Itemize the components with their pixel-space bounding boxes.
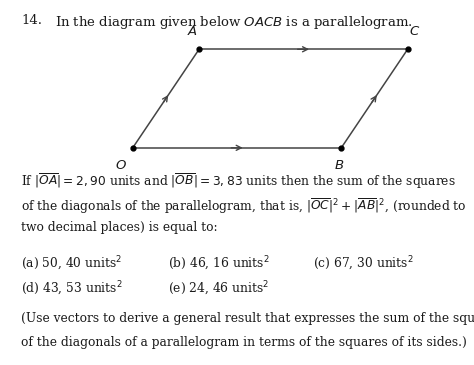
- Text: (Use vectors to derive a general result that expresses the sum of the squares: (Use vectors to derive a general result …: [21, 312, 474, 325]
- Text: of the diagonals of a parallelogram in terms of the squares of its sides.): of the diagonals of a parallelogram in t…: [21, 336, 467, 349]
- Text: $C$: $C$: [409, 25, 420, 38]
- Text: 14.: 14.: [21, 14, 42, 27]
- Text: (a) 50, 40 units$^2$: (a) 50, 40 units$^2$: [21, 255, 122, 273]
- Text: $B$: $B$: [334, 159, 344, 172]
- Text: of the diagonals of the parallelogram, that is, $|\overline{OC}|^2 + |\overline{: of the diagonals of the parallelogram, t…: [21, 197, 467, 216]
- Text: two decimal places) is equal to:: two decimal places) is equal to:: [21, 221, 218, 234]
- Text: In the diagram given below $OACB$ is a parallelogram.: In the diagram given below $OACB$ is a p…: [55, 14, 412, 31]
- Text: If $|\overline{OA}| = 2,90$ units and $|\overline{OB}| = 3,83$ units then the su: If $|\overline{OA}| = 2,90$ units and $|…: [21, 172, 456, 191]
- Text: (c) 67, 30 units$^2$: (c) 67, 30 units$^2$: [313, 255, 413, 273]
- Text: $A$: $A$: [187, 25, 197, 38]
- Text: (b) 46, 16 units$^2$: (b) 46, 16 units$^2$: [168, 255, 270, 273]
- Text: (e) 24, 46 units$^2$: (e) 24, 46 units$^2$: [168, 280, 269, 298]
- Text: $O$: $O$: [115, 159, 127, 172]
- Text: (d) 43, 53 units$^2$: (d) 43, 53 units$^2$: [21, 280, 123, 298]
